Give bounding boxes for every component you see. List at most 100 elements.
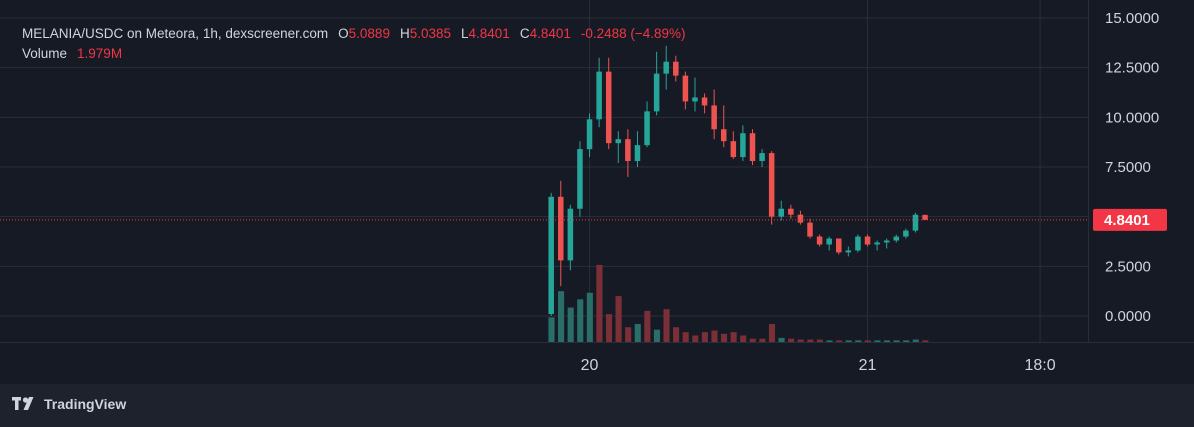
chart-legend: MELANIA/USDC on Meteora, 1h, dexscreener…: [22, 24, 686, 64]
volume-bar: [558, 291, 565, 342]
candle-body: [692, 97, 698, 102]
volume-bar: [788, 338, 795, 342]
volume-label: Volume: [22, 46, 68, 61]
candle-body: [874, 242, 880, 245]
current-price-label: 4.8401: [1104, 212, 1150, 229]
volume-bar: [768, 323, 776, 342]
volume-bar: [893, 340, 900, 342]
price-chart[interactable]: 15.000012.500010.00007.50005.00002.50000…: [0, 0, 1194, 384]
candle-body: [826, 238, 832, 245]
volume-bar: [836, 340, 843, 342]
candle-body: [730, 141, 737, 158]
candle-body: [759, 153, 765, 162]
candle-body: [864, 236, 871, 245]
tradingview-name: TradingView: [44, 396, 127, 412]
candle-body: [922, 214, 928, 220]
candle-body: [816, 236, 823, 245]
candle-body: [548, 196, 554, 315]
volume-bar: [730, 332, 737, 342]
candle-body: [586, 119, 593, 150]
candle-body: [740, 133, 746, 158]
high-label: H: [399, 26, 410, 41]
volume-bar: [826, 340, 833, 342]
y-tick-label: 7.5000: [1105, 159, 1151, 176]
candle-body: [845, 250, 852, 253]
volume-bar: [586, 292, 593, 342]
volume-bar: [644, 310, 651, 342]
open-label: O: [338, 26, 349, 41]
candle-body: [768, 153, 775, 217]
volume-bar: [912, 339, 919, 342]
candle-body: [711, 105, 717, 130]
low-label: L: [461, 26, 469, 41]
y-tick-label: 15.0000: [1105, 10, 1159, 27]
volume-bar: [874, 340, 881, 342]
volume-bar: [903, 340, 910, 342]
close-value: 4.8401: [529, 26, 571, 41]
candle-body: [653, 73, 660, 112]
volume-bar: [855, 340, 862, 342]
volume-bar: [634, 323, 641, 342]
volume-bar: [807, 339, 814, 342]
volume-bar: [778, 337, 785, 342]
x-tick-label: 20: [581, 357, 599, 374]
volume-bar: [711, 330, 718, 342]
volume-bar: [720, 333, 728, 342]
volume-bar: [922, 340, 929, 342]
candle-body: [682, 75, 689, 102]
volume-bar: [596, 264, 603, 342]
current-price-badge: [1093, 208, 1167, 231]
volume-bar: [845, 340, 852, 342]
tradingview-logo-icon: [12, 397, 34, 410]
volume-bar: [653, 329, 660, 342]
candle-body: [883, 240, 890, 243]
volume-bar: [816, 339, 823, 342]
candle-body: [615, 139, 622, 144]
candle-body: [567, 208, 574, 261]
volume-bar: [625, 327, 632, 342]
x-tick-label: 21: [859, 357, 877, 374]
candle-body: [903, 230, 909, 237]
candle-body: [663, 61, 669, 74]
tradingview-branding[interactable]: TradingView: [12, 396, 126, 412]
y-tick-label: 12.5000: [1105, 60, 1159, 77]
volume-bar: [567, 307, 574, 342]
low-value: 4.8401: [468, 26, 510, 41]
symbol-title: MELANIA/USDC on Meteora, 1h, dexscreener…: [22, 26, 329, 41]
high-value: 5.0385: [409, 26, 451, 41]
volume-bar: [740, 335, 747, 342]
candle-body: [558, 196, 564, 261]
volume-value: 1.979M: [77, 46, 123, 61]
candle-body: [720, 129, 727, 142]
volume-bar: [864, 340, 871, 342]
candle-body: [893, 236, 900, 241]
volume-bar: [759, 338, 766, 342]
volume-bar: [883, 340, 891, 342]
volume-bar: [797, 339, 804, 342]
candle-body: [855, 236, 861, 251]
close-label: C: [519, 26, 530, 41]
candle-body: [807, 222, 813, 237]
candle-body: [797, 214, 804, 223]
x-tick-label: 18:0: [1025, 357, 1056, 374]
volume-bar: [673, 327, 680, 342]
candle-body: [788, 208, 794, 215]
candle-body: [596, 71, 602, 120]
chart-area[interactable]: 15.000012.500010.00007.50005.00002.50000…: [0, 0, 1194, 384]
volume-bar: [615, 296, 622, 342]
y-tick-label: 10.0000: [1105, 109, 1159, 126]
volume-bar: [692, 335, 699, 342]
candle-body: [836, 238, 842, 253]
volume-bar: [663, 309, 670, 342]
volume-row: Volume 1.979M: [22, 44, 686, 64]
volume-bar: [701, 332, 708, 342]
candle-body: [634, 145, 641, 162]
volume-bar: [749, 338, 756, 342]
candle-body: [749, 133, 756, 162]
open-value: 5.0889: [348, 26, 390, 41]
y-tick-label: 0.0000: [1105, 308, 1151, 325]
volume-bar: [577, 299, 584, 342]
candle-body: [577, 149, 583, 209]
candle-body: [778, 208, 785, 217]
candle-body: [644, 111, 650, 146]
